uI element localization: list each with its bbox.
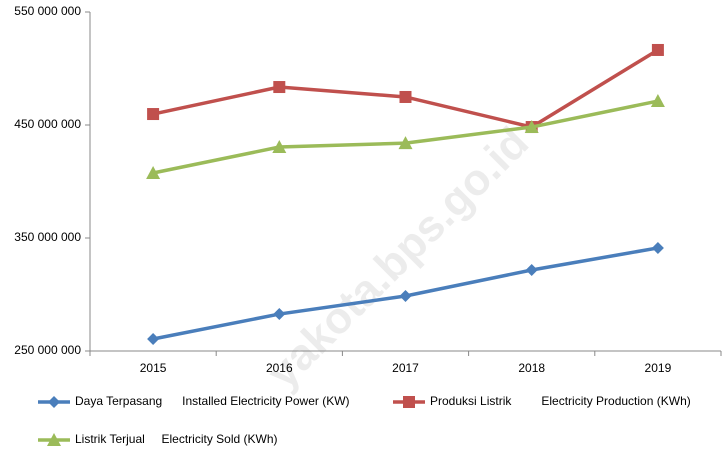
marker [399, 289, 412, 302]
x-tick-label: 2017 [392, 361, 419, 375]
marker [398, 136, 413, 150]
y-tick-label: 250 000 000 [14, 343, 81, 357]
marker [525, 263, 538, 276]
marker [524, 120, 539, 134]
x-tick-label: 2018 [518, 361, 545, 375]
marker [147, 108, 160, 121]
marker [403, 396, 415, 408]
marker [399, 90, 412, 103]
y-tick-label: 450 000 000 [14, 117, 81, 131]
legend-label: Produksi Listrik Electricity Production … [430, 394, 691, 408]
marker [273, 81, 286, 94]
marker [146, 166, 161, 180]
legend-label: Daya Terpasang Installed Electricity Pow… [75, 394, 350, 408]
x-tick-label: 2015 [140, 361, 167, 375]
marker [272, 140, 287, 154]
watermark: yakota.bps.go.id [258, 118, 538, 398]
x-tick-label: 2016 [266, 361, 293, 375]
legend: Daya Terpasang Installed Electricity Pow… [38, 394, 691, 446]
marker [273, 308, 286, 321]
marker [651, 241, 664, 254]
legend-label: Listrik Terjual Electricity Sold (KWh) [75, 432, 278, 446]
y-tick-label: 550 000 000 [14, 4, 81, 18]
marker [650, 94, 665, 108]
marker [651, 43, 664, 56]
marker [47, 433, 61, 446]
y-tick-label: 350 000 000 [14, 230, 81, 244]
marker [147, 333, 160, 346]
x-tick-label: 2019 [645, 361, 672, 375]
marker [48, 396, 60, 408]
